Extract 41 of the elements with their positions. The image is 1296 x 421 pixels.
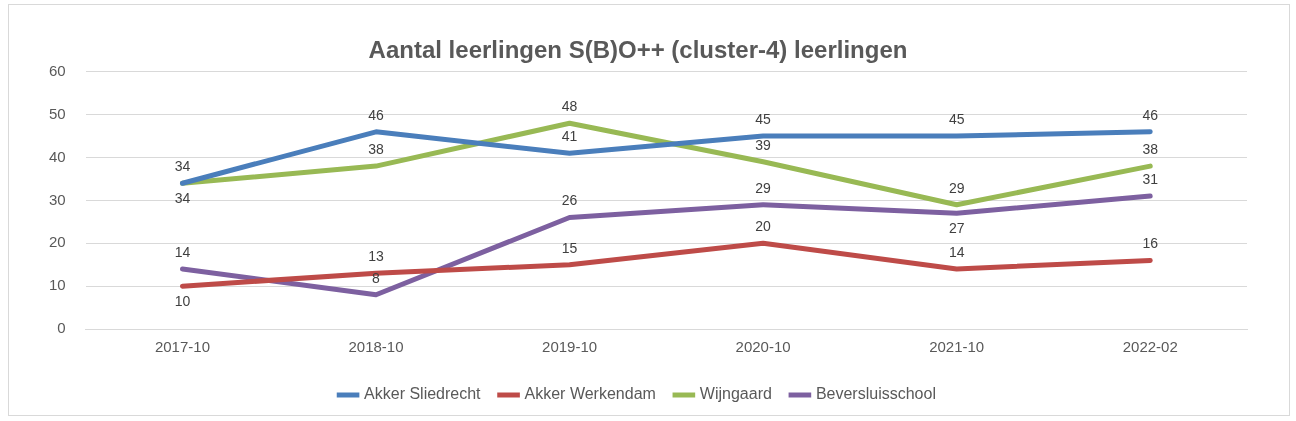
data-label: 31 <box>1142 170 1159 187</box>
data-label: 48 <box>561 98 578 115</box>
legend-label: Akker Werkendam <box>524 385 656 403</box>
data-label: 34 <box>174 190 191 207</box>
data-label: 15 <box>561 239 578 256</box>
data-label: 46 <box>368 106 385 123</box>
y-tick-label: 0 <box>57 319 66 337</box>
data-label: 20 <box>755 218 772 235</box>
data-label: 38 <box>1142 140 1159 157</box>
data-label: 10 <box>174 292 191 309</box>
x-tick-label: 2017-10 <box>154 338 210 356</box>
x-tick-label: 2021-10 <box>929 338 985 356</box>
y-tick-label: 30 <box>49 190 66 208</box>
data-label: 27 <box>948 220 965 237</box>
chart-title: Aantal leerlingen S(B)O++ (cluster-4) leerlingen <box>368 36 908 64</box>
data-label: 39 <box>755 136 772 153</box>
x-tick-label: 2022-02 <box>1122 338 1178 356</box>
data-label: 41 <box>561 128 578 145</box>
x-tick-label: 2019-10 <box>542 338 598 356</box>
data-label: 29 <box>948 179 965 196</box>
data-label: 45 <box>755 110 772 127</box>
legend-label: Wijngaard <box>699 385 772 403</box>
data-label: 16 <box>1142 235 1159 252</box>
data-label: 14 <box>174 243 191 260</box>
x-tick-label: 2020-10 <box>735 338 791 356</box>
y-tick-label: 20 <box>49 233 66 251</box>
legend-label: Akker Sliedrecht <box>364 385 482 403</box>
y-tick-label: 10 <box>49 276 66 294</box>
y-tick-label: 50 <box>49 104 66 122</box>
legend-label: Beversluisschool <box>815 385 936 403</box>
data-label: 29 <box>755 179 772 196</box>
x-tick-label: 2018-10 <box>348 338 404 356</box>
data-label: 46 <box>1142 106 1159 123</box>
data-label: 14 <box>948 243 965 260</box>
data-label: 45 <box>948 110 965 127</box>
y-tick-label: 60 <box>49 61 66 79</box>
data-label: 34 <box>174 158 191 175</box>
data-label: 38 <box>368 140 385 157</box>
y-tick-label: 40 <box>49 147 66 165</box>
data-label: 13 <box>368 248 385 265</box>
data-label: 26 <box>561 192 578 209</box>
